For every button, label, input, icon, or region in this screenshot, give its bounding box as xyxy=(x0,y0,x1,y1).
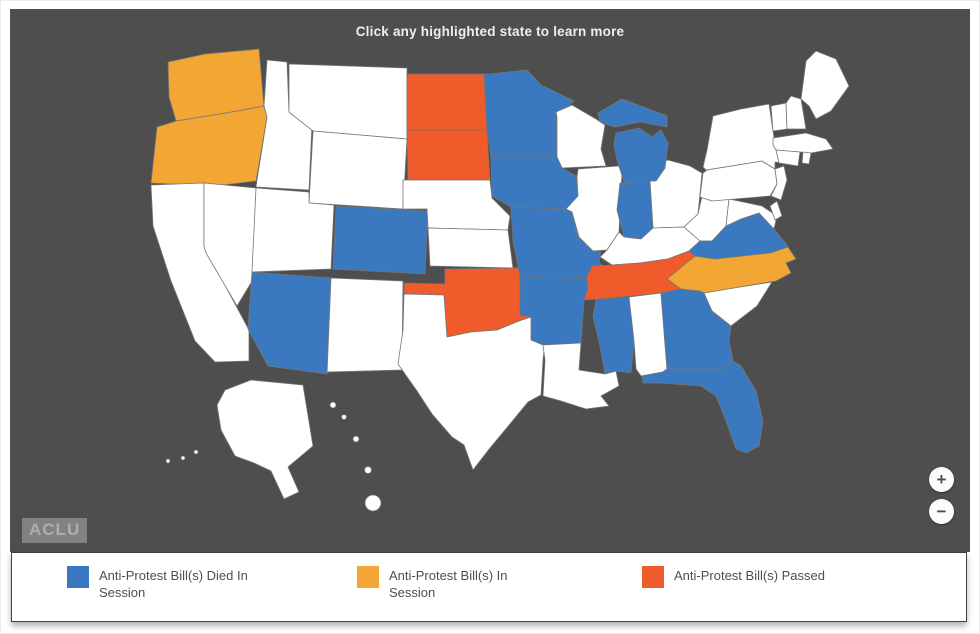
state-sc xyxy=(703,281,773,327)
legend-swatch-passed xyxy=(642,566,664,588)
state-ct xyxy=(775,149,801,167)
state-nj xyxy=(770,165,788,201)
state-hi-island xyxy=(341,414,347,420)
state-la xyxy=(542,342,620,410)
state-id xyxy=(255,59,313,191)
legend-swatch-in-session xyxy=(357,566,379,588)
state-hi-island xyxy=(329,401,337,409)
state-ma xyxy=(772,132,834,154)
state-hi-island xyxy=(364,466,372,474)
legend-item-in-session: Anti-Protest Bill(s) In Session xyxy=(357,566,541,601)
zoom-controls: + − xyxy=(929,467,954,524)
legend-item-died: Anti-Protest Bill(s) Died In Session xyxy=(67,566,281,601)
state-wy xyxy=(308,130,408,210)
state-mi-lower[interactable] xyxy=(613,127,669,183)
legend-bar: Anti-Protest Bill(s) Died In Session Ant… xyxy=(11,552,967,622)
state-al xyxy=(628,292,668,377)
state-ms[interactable] xyxy=(592,296,635,375)
state-mi-upper[interactable] xyxy=(597,98,668,128)
state-tx xyxy=(397,293,546,471)
state-nd[interactable] xyxy=(406,73,488,131)
zoom-in-button[interactable]: + xyxy=(929,467,954,492)
state-co[interactable] xyxy=(332,205,429,275)
state-wi xyxy=(555,104,607,169)
state-nm xyxy=(326,277,404,375)
state-me xyxy=(800,50,850,120)
map-panel: Click any highlighted state to learn mor… xyxy=(10,9,970,552)
state-de xyxy=(769,200,783,221)
legend-label-passed: Anti-Protest Bill(s) Passed xyxy=(674,568,825,583)
state-ak-island xyxy=(165,458,171,464)
state-or[interactable] xyxy=(150,105,268,187)
us-map-svg xyxy=(150,48,850,512)
zoom-out-button[interactable]: − xyxy=(929,499,954,524)
state-in[interactable] xyxy=(616,180,654,240)
state-ak-island xyxy=(193,449,199,455)
state-hi-island xyxy=(352,435,360,443)
legend-label-in-session: Anti-Protest Bill(s) In Session xyxy=(389,568,508,601)
state-vt xyxy=(770,102,788,132)
legend-label-died: Anti-Protest Bill(s) Died In Session xyxy=(99,568,248,601)
state-nc[interactable] xyxy=(666,246,797,294)
state-ak xyxy=(216,379,314,500)
state-sd[interactable] xyxy=(406,129,491,181)
state-ri xyxy=(801,151,812,165)
state-ak-island xyxy=(180,455,186,461)
state-md xyxy=(725,198,778,230)
state-nh xyxy=(785,95,807,130)
state-az[interactable] xyxy=(247,271,332,375)
legend-item-passed: Anti-Protest Bill(s) Passed xyxy=(642,566,825,588)
state-mn[interactable] xyxy=(483,69,575,158)
aclu-logo: ACLU xyxy=(22,518,88,543)
state-fl[interactable] xyxy=(641,360,764,454)
map-title: Click any highlighted state to learn mor… xyxy=(355,24,625,39)
state-ks xyxy=(427,227,514,269)
state-hi-island xyxy=(364,494,382,512)
legend-swatch-died xyxy=(67,566,89,588)
